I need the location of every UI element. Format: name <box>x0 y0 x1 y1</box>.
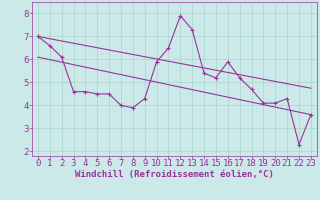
X-axis label: Windchill (Refroidissement éolien,°C): Windchill (Refroidissement éolien,°C) <box>75 170 274 179</box>
